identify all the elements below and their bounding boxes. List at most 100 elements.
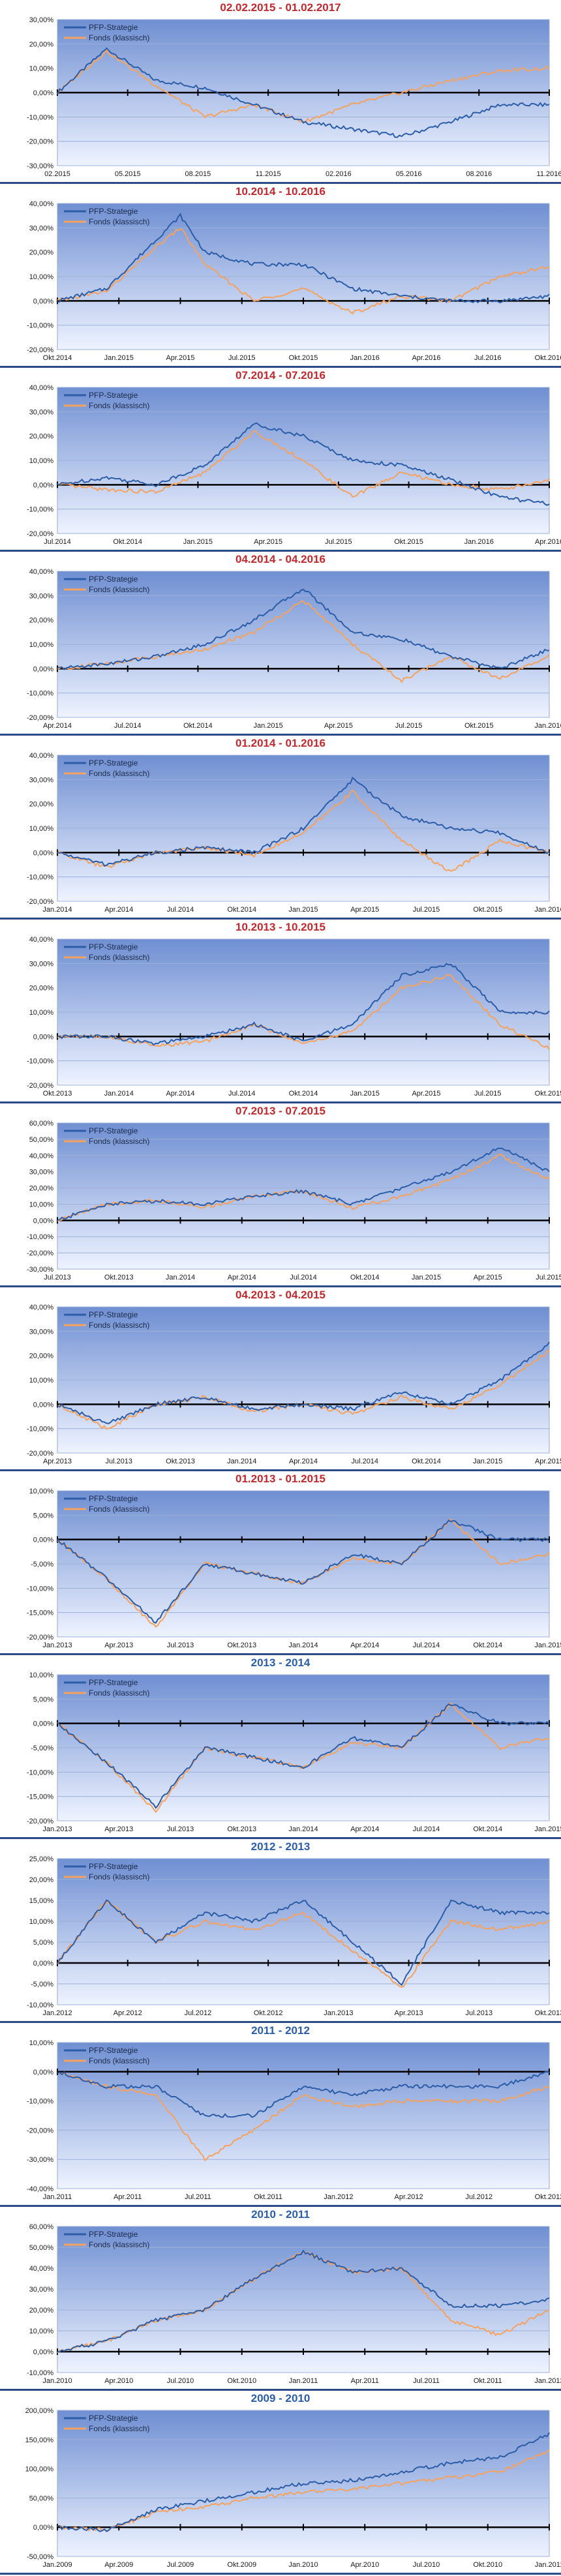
y-tick-label: 30,00% bbox=[29, 592, 54, 600]
y-tick-label: -10,00% bbox=[27, 690, 53, 698]
x-tick-label: 08.2016 bbox=[466, 170, 492, 178]
chart-title: 10.2013 - 10.2015 bbox=[235, 921, 326, 933]
y-tick-label: 20,00% bbox=[29, 985, 54, 993]
y-tick-label: 200,00% bbox=[25, 2407, 54, 2415]
y-tick-label: 40,00% bbox=[29, 1152, 54, 1160]
y-tick-label: -10,00% bbox=[27, 506, 53, 514]
series-line bbox=[57, 1518, 550, 1628]
series-line bbox=[57, 228, 550, 315]
y-tick-label: 50,00% bbox=[29, 1136, 54, 1144]
x-tick-label: Okt.2012 bbox=[254, 2009, 283, 2017]
chart-panel: 04.2013 - 04.2015 40,00% 30,00% 20,00% 10,00… bbox=[0, 1287, 561, 1471]
x-tick-label: Jul.2009 bbox=[167, 2561, 194, 2569]
x-tick-label: Okt.2009 bbox=[227, 2561, 256, 2569]
x-tick-label: Okt.2014 bbox=[350, 1274, 380, 1281]
x-tick-label: Apr.2015 bbox=[166, 354, 194, 362]
chart-title: 04.2013 - 04.2015 bbox=[235, 1289, 326, 1301]
series-line bbox=[57, 2071, 550, 2118]
y-tick-label: 10,00% bbox=[29, 825, 54, 833]
y-tick-label: -10,00% bbox=[27, 2001, 53, 2009]
legend-label-strategy: PFP-Strategie bbox=[89, 575, 138, 584]
line-chart: 40,00% 30,00% 20,00% 10,00% 0,00% -10,00% -20,… bbox=[27, 568, 561, 730]
y-tick-label: -15,00% bbox=[27, 1793, 53, 1801]
x-tick-label: 05.2016 bbox=[396, 170, 422, 178]
series-line bbox=[57, 1899, 550, 1986]
chart-title: 2012 - 2013 bbox=[250, 1840, 311, 1853]
x-tick-label: Okt.2014 bbox=[113, 538, 142, 546]
legend-label-fund: Fonds (klassisch) bbox=[89, 2424, 149, 2433]
y-tick-label: 40,00% bbox=[29, 568, 54, 576]
x-tick-label: Okt.2014 bbox=[289, 1090, 318, 1098]
y-tick-label: 50,00% bbox=[29, 2244, 54, 2252]
y-tick-label: 30,00% bbox=[29, 2286, 54, 2294]
y-tick-label: 40,00% bbox=[29, 384, 54, 392]
x-tick-label: Jan.2015 bbox=[104, 354, 134, 362]
chart-title: 02.02.2015 - 01.02.2017 bbox=[220, 1, 341, 14]
x-tick-label: Apr.2015 bbox=[412, 1090, 440, 1098]
chart-panel: 01.2013 - 01.2015 10,00% 5,00% 0,00% -5,00% -… bbox=[0, 1471, 561, 1655]
x-tick-label: Jan.2014 bbox=[227, 1458, 256, 1465]
x-tick-label: Jan.2013 bbox=[42, 1825, 72, 1833]
legend-label-strategy: PFP-Strategie bbox=[89, 391, 138, 400]
y-tick-label: 40,00% bbox=[29, 200, 54, 208]
x-tick-label: Apr.2009 bbox=[104, 2561, 133, 2569]
x-tick-label: Jan.2013 bbox=[324, 2009, 353, 2017]
chart-panel: 10.2014 - 10.2016 40,00% 30,00% 20,00% 10,00… bbox=[0, 184, 561, 368]
x-tick-label: Apr.2010 bbox=[104, 2377, 133, 2385]
y-tick-label: 10,00% bbox=[29, 457, 54, 465]
x-tick-label: Jul.2013 bbox=[167, 1641, 194, 1649]
chart-panel: 07.2013 - 07.2015 60,00% 50,00% 40,00% 30,00… bbox=[0, 1103, 561, 1287]
x-tick-label: 08.2015 bbox=[185, 170, 211, 178]
legend-label-fund: Fonds (klassisch) bbox=[89, 769, 149, 778]
line-chart: 60,00% 50,00% 40,00% 30,00% 20,00% 10,00% 0,00… bbox=[27, 1120, 561, 1281]
x-tick-label: Jan.2015 bbox=[534, 1825, 561, 1833]
legend-label-strategy: PFP-Strategie bbox=[89, 2230, 138, 2239]
y-tick-label: 10,00% bbox=[29, 65, 54, 73]
legend-label-strategy: PFP-Strategie bbox=[89, 2414, 138, 2423]
x-tick-label: Jan.2009 bbox=[42, 2561, 72, 2569]
y-tick-label: -10,00% bbox=[27, 1769, 53, 1776]
line-chart: 40,00% 30,00% 20,00% 10,00% 0,00% -10,00% -20,… bbox=[27, 200, 561, 362]
x-tick-label: Okt.2014 bbox=[183, 722, 213, 730]
x-tick-label: Apr.2014 bbox=[43, 722, 72, 730]
series-line bbox=[57, 789, 550, 872]
x-tick-label: Apr.2014 bbox=[289, 1458, 318, 1465]
y-tick-label: 60,00% bbox=[29, 1120, 54, 1128]
x-tick-label: Okt.2015 bbox=[394, 538, 423, 546]
x-tick-label: Jan.2010 bbox=[288, 2561, 318, 2569]
y-tick-label: 10,00% bbox=[29, 1671, 54, 1679]
x-tick-label: Apr.2011 bbox=[351, 2377, 379, 2385]
y-tick-label: 30,00% bbox=[29, 16, 54, 24]
legend-label-strategy: PFP-Strategie bbox=[89, 23, 138, 32]
x-tick-label: Jul.2014 bbox=[413, 1825, 440, 1833]
y-tick-label: -20,00% bbox=[27, 346, 53, 354]
chart-title: 07.2013 - 07.2015 bbox=[235, 1105, 326, 1117]
x-tick-label: Jul.2014 bbox=[114, 722, 142, 730]
y-tick-label: -30,00% bbox=[27, 1266, 53, 1274]
plot-area bbox=[57, 1122, 550, 1270]
x-tick-label: Jan.2011 bbox=[535, 2561, 561, 2569]
x-tick-label: Apr.2013 bbox=[43, 1458, 72, 1465]
legend-label-strategy: PFP-Strategie bbox=[89, 2046, 138, 2055]
x-tick-label: Apr.2016 bbox=[412, 354, 440, 362]
x-tick-label: Okt.2011 bbox=[474, 2377, 502, 2385]
y-tick-label: -20,00% bbox=[27, 1082, 53, 1090]
x-tick-label: Okt.2013 bbox=[104, 1274, 134, 1281]
y-tick-label: 10,00% bbox=[29, 2039, 54, 2047]
x-tick-label: Jan.2015 bbox=[183, 538, 213, 546]
x-tick-label: Okt.2013 bbox=[166, 1458, 195, 1465]
series-line bbox=[57, 2249, 550, 2353]
y-tick-label: 0,00% bbox=[33, 665, 53, 673]
series-line bbox=[57, 1147, 550, 1221]
legend-label-fund: Fonds (klassisch) bbox=[89, 1505, 149, 1514]
line-chart: 40,00% 30,00% 20,00% 10,00% 0,00% -10,00% -20,… bbox=[27, 1304, 561, 1465]
x-tick-label: Jul.2014 bbox=[290, 1274, 317, 1281]
line-chart: 30,00% 20,00% 10,00% 0,00% -10,00% -20,00% -30… bbox=[27, 16, 561, 178]
x-tick-label: Apr.2015 bbox=[324, 722, 353, 730]
x-tick-label: Jan.2015 bbox=[534, 1641, 561, 1649]
x-tick-label: Apr.2014 bbox=[350, 1641, 379, 1649]
y-tick-label: 0,00% bbox=[33, 481, 53, 489]
y-tick-label: -10,00% bbox=[27, 1585, 53, 1593]
line-chart: 40,00% 30,00% 20,00% 10,00% 0,00% -10,00% -20,… bbox=[27, 752, 561, 914]
y-tick-label: 5,00% bbox=[33, 1696, 53, 1703]
